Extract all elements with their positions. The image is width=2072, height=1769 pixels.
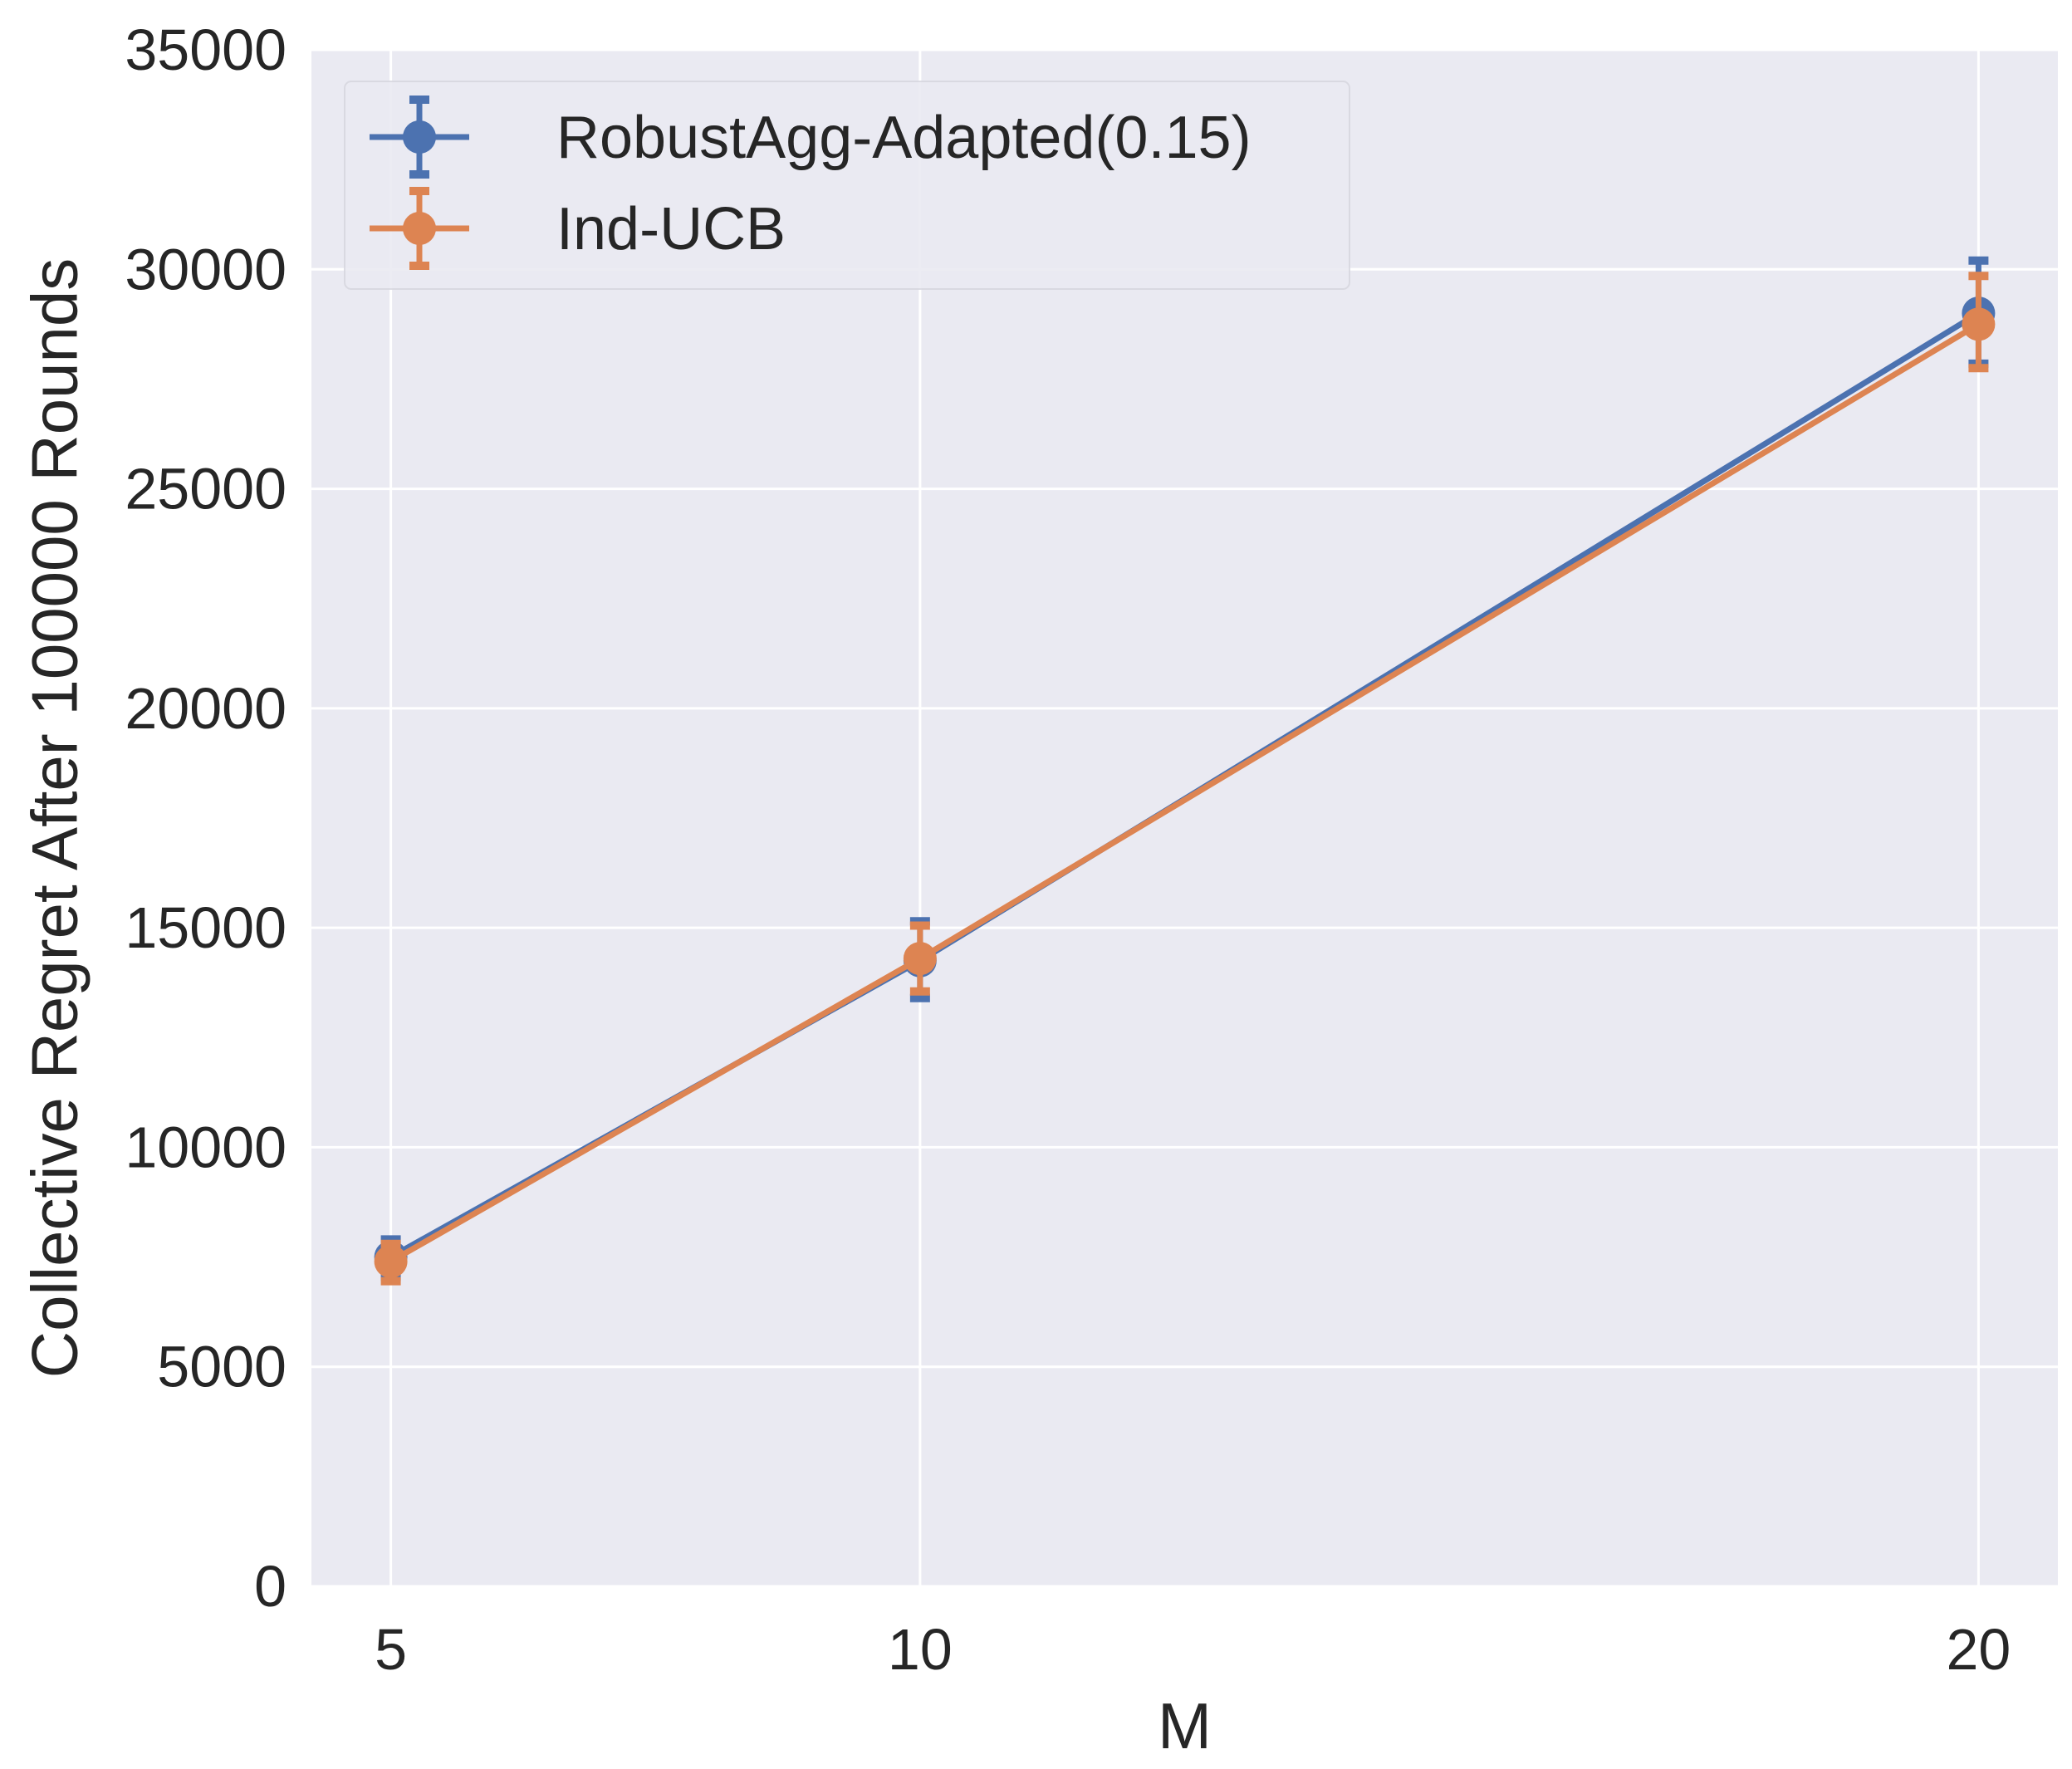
legend-label: RobustAgg-Adapted(0.15) (556, 105, 1252, 171)
y-tick-label: 30000 (125, 237, 287, 301)
x-axis-label: M (1158, 1689, 1212, 1762)
y-tick-label: 0 (254, 1554, 287, 1619)
data-point (374, 1244, 408, 1278)
x-tick-label: 20 (1946, 1617, 2011, 1682)
legend-marker (403, 120, 436, 154)
data-point (903, 942, 937, 976)
y-tick-label: 35000 (125, 17, 287, 82)
y-tick-label: 5000 (157, 1335, 287, 1399)
y-tick-labels: 0 5000 10000 15000 20000 25000 30000 35000 (125, 17, 287, 1619)
x-tick-labels: 5 10 20 (375, 1617, 2011, 1682)
legend-marker (403, 212, 436, 245)
y-tick-label: 25000 (125, 457, 287, 522)
x-tick-label: 10 (888, 1617, 953, 1682)
data-point (1962, 307, 1996, 341)
legend-entry: Ind-UCB (370, 187, 786, 270)
legend: RobustAgg-Adapted(0.15) Ind-UCB (344, 81, 1350, 290)
y-tick-label: 20000 (125, 676, 287, 741)
y-axis-label: Collective Regret After 100000 Rounds (18, 258, 91, 1378)
series-layer (374, 256, 1996, 1286)
plot-background (311, 50, 2058, 1586)
x-tick-label: 5 (375, 1617, 407, 1682)
series-2 (374, 272, 1996, 1286)
legend-entry: RobustAgg-Adapted(0.15) (370, 96, 1252, 179)
legend-box (344, 81, 1350, 290)
y-tick-label: 10000 (125, 1115, 287, 1179)
y-tick-label: 15000 (125, 895, 287, 960)
legend-label: Ind-UCB (556, 196, 786, 262)
grid-lines (311, 48, 2058, 1588)
